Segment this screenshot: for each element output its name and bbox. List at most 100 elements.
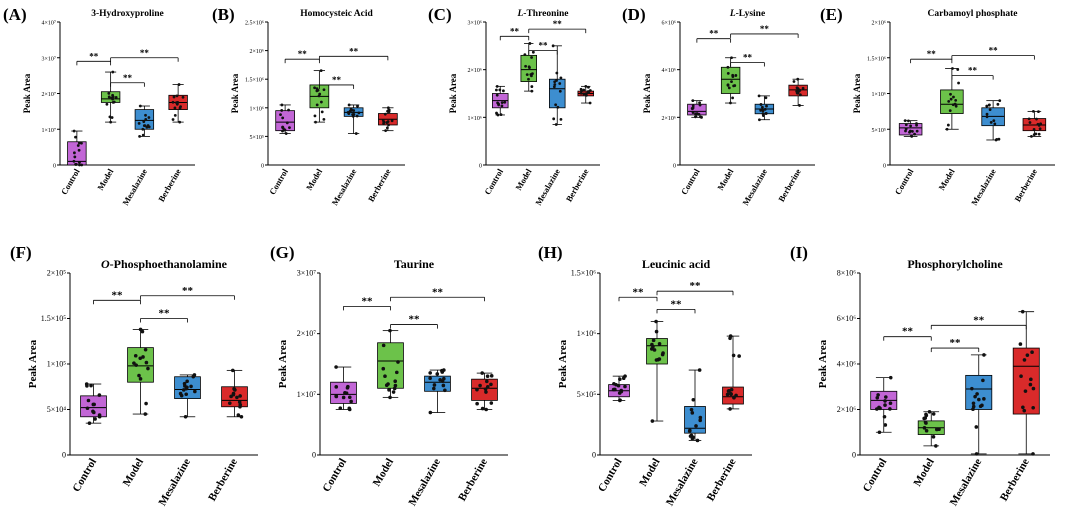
box-iqr [965,374,993,410]
data-point [764,112,768,115]
data-point [144,118,148,121]
significance-bracket: ** [390,314,438,329]
data-point [138,356,143,361]
data-point [888,407,892,411]
data-point [691,107,694,111]
significance-bracket: ** [284,49,320,64]
data-point [387,110,391,114]
significance-label: ** [743,53,753,63]
data-point [381,366,386,371]
data-point [108,115,112,119]
box-model [100,70,121,124]
data-point [618,377,622,382]
data-point [440,368,444,373]
panel-title: Carbamoyl phosphate [928,9,1018,19]
data-point [650,342,654,347]
data-point [876,393,880,397]
data-point [344,391,349,396]
data-point [934,444,938,448]
data-point [313,86,316,90]
title-text: -Phosphoethanolamine [110,257,228,271]
data-point [347,395,352,400]
significance-label: ** [902,326,914,338]
data-point [394,370,399,375]
data-point [993,122,997,126]
y-axis-label: Peak Area [642,73,652,113]
data-point [500,101,504,104]
data-point [915,122,918,125]
data-point [657,342,662,346]
data-point [691,398,696,402]
data-point [530,89,534,93]
title-text: -Lysine [736,9,766,19]
significance-bracket: ** [343,295,391,311]
data-point [978,404,983,409]
significance-label: ** [140,48,150,58]
data-point [689,407,694,412]
significance-label: ** [760,24,770,34]
data-point [93,417,97,421]
data-point [554,123,558,126]
data-point [732,395,736,400]
data-point [1031,405,1035,410]
y-tick-label: 2×10⁶ [662,116,676,122]
data-point [1032,128,1036,131]
box-berberine [1012,309,1040,456]
box-mesalazine [174,373,201,419]
data-point [553,80,557,84]
data-point [489,382,493,387]
data-point [229,394,233,399]
box-control [687,99,707,119]
data-point [341,395,346,400]
data-point [985,115,989,119]
data-point [579,87,583,91]
data-point [691,111,695,114]
data-point [690,411,695,415]
category-label: Berberine [564,167,591,204]
significance-bracket: ** [951,46,1035,60]
y-tick-label: 0 [53,164,56,170]
y-axis-label: Peak Area [22,73,32,113]
box-model [309,69,330,124]
category-label: Model [715,166,736,192]
data-point [280,103,284,107]
data-point [725,392,730,397]
title-text: 3-Hydroxyproline [91,9,164,19]
box-iqr [684,406,706,434]
significance-label: ** [709,29,719,39]
data-point [551,44,555,48]
significance-bracket: ** [656,280,734,296]
data-point [388,395,392,400]
panel-a: (A) 3-Hydroxyproline 0 1×10⁷ 2×10⁷ 3×10⁷ 4×10⁷… [3,5,195,207]
significance-label: ** [671,298,683,310]
significance-bracket: ** [696,29,732,43]
significance-bracket: ** [930,337,980,353]
significance-bracket: ** [930,314,1027,330]
panel-title: L-Threonine [516,9,568,19]
data-point [141,127,145,131]
data-point [729,101,732,105]
box-control [80,382,107,425]
data-point [695,438,700,443]
y-axis-label: Peak Area [852,73,862,113]
data-point [582,92,586,96]
data-point [92,410,96,415]
significance-bracket: ** [140,308,188,323]
data-point [485,374,490,379]
data-point [316,88,320,92]
data-point [877,430,882,435]
box-iqr [940,89,964,114]
y-tick-label: 1×10⁶ [468,116,482,122]
data-point [801,86,805,90]
data-point [175,101,178,105]
box-model [940,67,964,131]
data-point [428,376,432,381]
significance-label: ** [510,26,520,36]
y-tick-label: 0 [62,451,66,460]
title-text: Phosphorylcholine [907,257,1003,271]
data-point [915,129,919,133]
data-point [995,137,999,141]
data-point [757,94,761,98]
data-point [351,114,355,118]
y-tick-label: 5×10⁵ [577,390,597,399]
